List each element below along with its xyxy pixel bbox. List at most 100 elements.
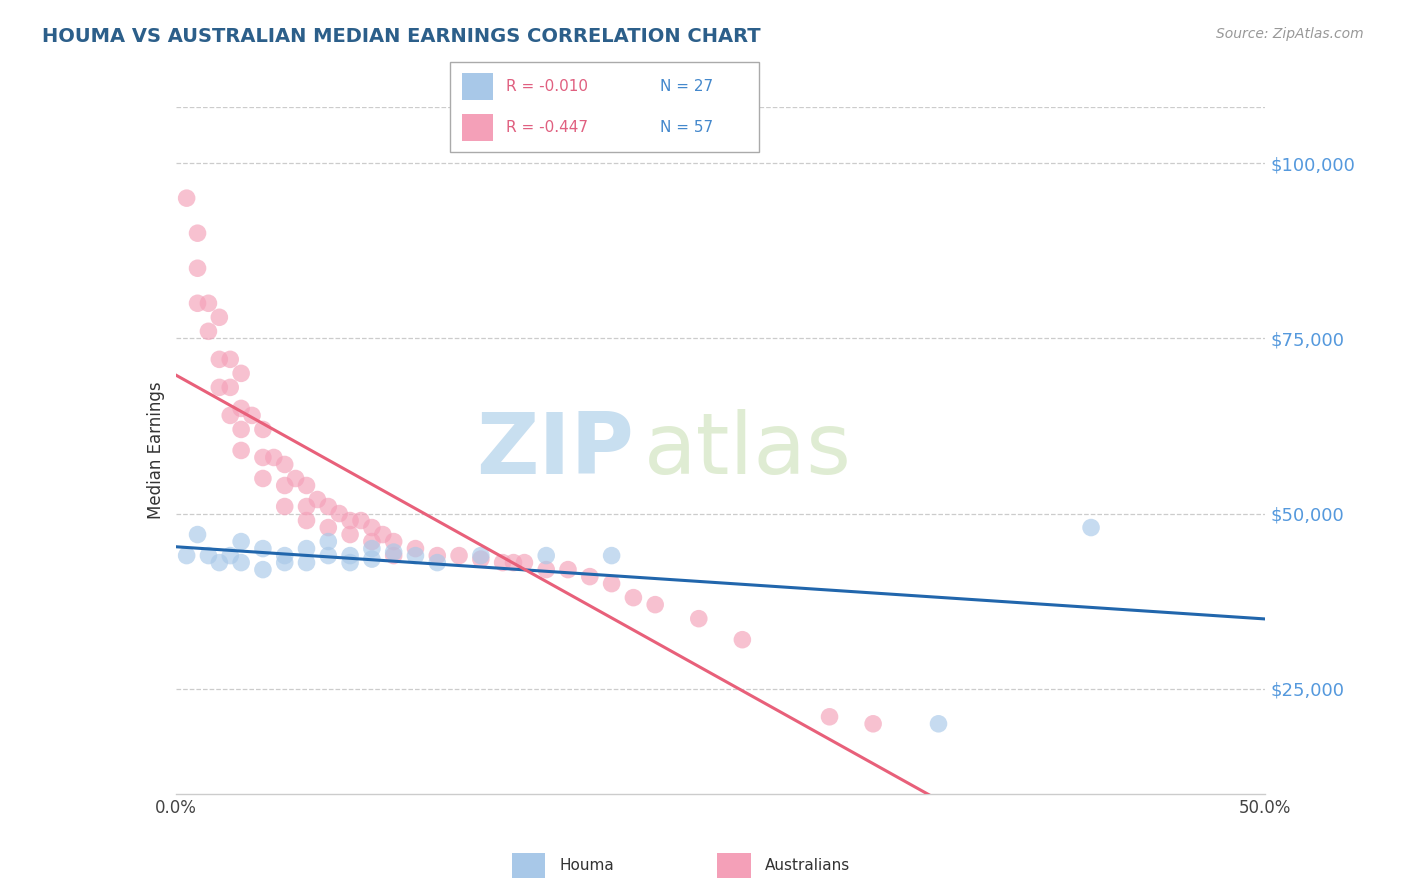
Y-axis label: Median Earnings: Median Earnings [146,382,165,519]
Point [240,409,263,423]
Point [557,563,579,577]
Point [252,563,274,577]
Point [219,380,242,394]
Point [295,478,318,492]
Point [318,534,340,549]
Point [231,556,253,570]
Point [231,422,253,436]
Text: HOUMA VS AUSTRALIAN MEDIAN EARNINGS CORRELATION CHART: HOUMA VS AUSTRALIAN MEDIAN EARNINGS CORR… [42,27,761,45]
Point [197,324,219,338]
Point [295,541,318,556]
Point [360,552,382,566]
Point [274,458,297,472]
Text: N = 57: N = 57 [661,120,713,135]
Point [318,500,340,514]
Point [219,549,242,563]
Point [252,541,274,556]
Point [862,716,884,731]
Point [405,549,427,563]
Point [339,556,361,570]
Point [350,514,373,528]
Point [818,710,841,724]
Point [513,556,536,570]
Point [426,549,449,563]
Point [208,380,231,394]
Point [600,549,623,563]
Point [1080,520,1102,534]
Bar [463,114,494,141]
Point [219,409,242,423]
Point [231,534,253,549]
Point [176,549,198,563]
Point [176,191,198,205]
Point [621,591,644,605]
Point [405,541,427,556]
Point [208,352,231,367]
Point [339,549,361,563]
Text: R = -0.010: R = -0.010 [506,79,588,94]
Point [534,549,557,563]
Point [231,401,253,416]
Point [360,541,382,556]
Point [731,632,754,647]
Point [186,527,209,541]
Text: Australians: Australians [765,858,851,872]
Point [186,261,209,276]
Point [426,556,449,570]
Point [600,576,623,591]
Point [382,549,405,563]
Point [318,549,340,563]
Point [263,450,285,465]
Point [328,507,350,521]
Point [579,569,602,583]
Point [208,310,231,325]
Point [688,612,710,626]
Point [252,471,274,485]
Point [197,549,219,563]
Point [928,716,950,731]
Point [534,563,557,577]
Point [470,552,492,566]
Bar [512,853,546,878]
Point [360,520,382,534]
Point [231,443,253,458]
Point [295,500,318,514]
Point [382,534,405,549]
Point [274,500,297,514]
Text: N = 27: N = 27 [661,79,713,94]
Point [295,556,318,570]
Point [339,514,361,528]
Point [382,545,405,559]
Point [208,556,231,570]
Point [231,367,253,381]
Point [502,556,524,570]
Point [339,527,361,541]
Point [371,527,394,541]
Point [318,520,340,534]
Point [360,534,382,549]
Point [295,514,318,528]
Point [447,549,470,563]
Point [492,556,515,570]
Bar [463,73,494,100]
Text: atlas: atlas [644,409,852,492]
Text: Source: ZipAtlas.com: Source: ZipAtlas.com [1216,27,1364,41]
Point [186,296,209,310]
Point [219,352,242,367]
Bar [717,853,751,878]
Point [252,450,274,465]
Point [284,471,307,485]
Point [274,549,297,563]
Point [186,226,209,240]
Text: R = -0.447: R = -0.447 [506,120,588,135]
Point [274,556,297,570]
Point [274,478,297,492]
Text: ZIP: ZIP [475,409,633,492]
Point [470,549,492,563]
FancyBboxPatch shape [450,62,759,152]
Point [197,296,219,310]
Text: Houma: Houma [560,858,614,872]
Point [644,598,666,612]
Point [307,492,329,507]
Point [252,422,274,436]
